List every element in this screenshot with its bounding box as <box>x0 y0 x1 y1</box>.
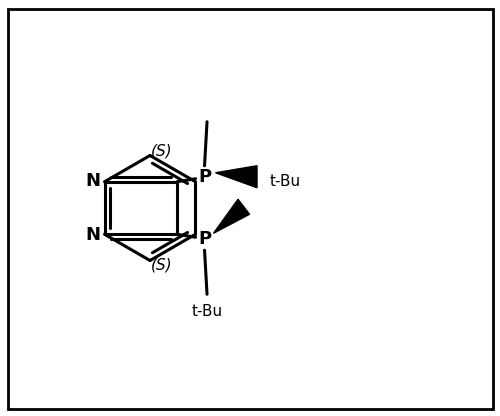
Polygon shape <box>216 166 257 188</box>
Text: t-Bu: t-Bu <box>192 304 222 319</box>
Text: N: N <box>86 226 100 244</box>
Text: (S): (S) <box>151 143 173 158</box>
Text: t-Bu: t-Bu <box>270 174 300 189</box>
Text: P: P <box>198 230 211 248</box>
Text: N: N <box>86 172 100 190</box>
Text: P: P <box>198 168 211 186</box>
Text: (S): (S) <box>151 258 173 273</box>
Polygon shape <box>214 199 250 233</box>
